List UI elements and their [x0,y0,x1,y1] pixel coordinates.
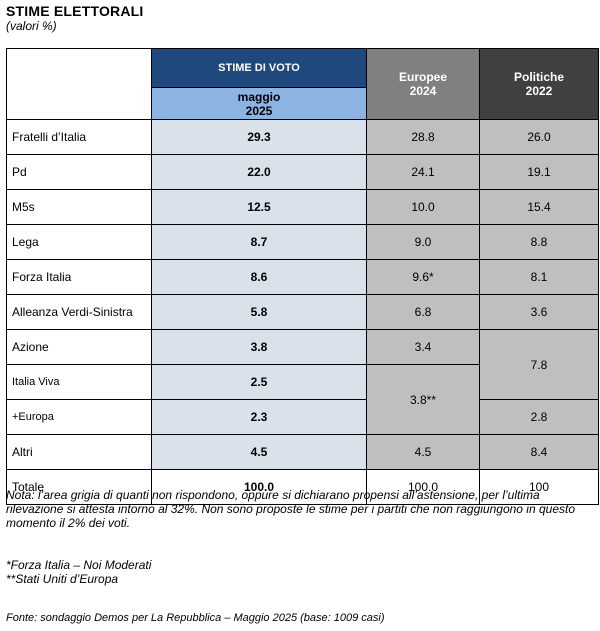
party-name: Lega [6,224,152,260]
estimate-value: 5.8 [151,294,367,330]
source-text: Fonte: sondaggio Demos per La Repubblica… [6,612,385,624]
politiche-value: 26.0 [479,119,599,155]
party-name: Forza Italia [6,259,152,295]
header-stime-di-voto: STIME DI VOTO [151,48,367,88]
party-name: M5s [6,189,152,225]
europee-value: 9.0 [366,224,480,260]
politiche-value: 19.1 [479,154,599,190]
europee-value: 24.1 [366,154,480,190]
party-name: Pd [6,154,152,190]
politiche-value: 15.4 [479,189,599,225]
page-subtitle: (valori %) [6,19,57,33]
europee-value: 3.4 [366,329,480,365]
estimates-table: STIME DI VOTO Europee 2024 Politiche 202… [6,48,599,505]
table-row: Pd 22.0 24.1 19.1 [6,154,599,190]
table-row: Fratelli d’Italia 29.3 28.8 26.0 [6,119,599,155]
europee-value: 4.5 [366,434,480,470]
total-estimate-value: 100.0 [151,469,367,505]
party-name: Azione [6,329,152,365]
estimate-value: 22.0 [151,154,367,190]
footnote-stati-uniti: **Stati Uniti d’Europa [6,572,119,586]
party-name: Italia Viva [6,364,152,400]
estimate-value: 2.5 [151,364,367,400]
table-row: Forza Italia 8.6 9.6* 8.1 [6,259,599,295]
party-name: Fratelli d’Italia [6,119,152,155]
header-maggio-year: 2025 [245,103,273,118]
estimate-value: 29.3 [151,119,367,155]
party-name: Altri [6,434,152,470]
header-europee-label: Europee [398,70,447,84]
total-row: Totale 100.0 100.0 100 [6,469,599,505]
politiche-value: 3.6 [479,294,599,330]
europee-value-merged: 3.8** [366,364,480,435]
table-row: +Europa 2.3 2.8 [6,399,599,435]
politiche-value-merged: 7.8 [479,329,599,400]
header-europee-2024: Europee 2024 [366,48,480,120]
politiche-value: 8.1 [479,259,599,295]
estimate-value: 3.8 [151,329,367,365]
header-blank-cell [6,48,152,120]
table-row: M5s 12.5 10.0 15.4 [6,189,599,225]
politiche-value: 2.8 [479,399,599,435]
table-row: Italia Viva 2.5 3.8** [6,364,599,435]
estimate-value: 2.3 [151,399,367,435]
table-row: Alleanza Verdi-Sinistra 5.8 6.8 3.6 [6,294,599,330]
estimate-value: 4.5 [151,434,367,470]
politiche-value: 8.8 [479,224,599,260]
header-maggio-2025: maggio 2025 [151,87,367,120]
header-politiche-2022: Politiche 2022 [479,48,599,120]
estimate-value: 8.6 [151,259,367,295]
header-politiche-year: 2022 [525,84,553,98]
europee-value: 10.0 [366,189,480,225]
header-politiche-label: Politiche [513,70,564,84]
note-text: Nota: l’area grigia di quanti non rispon… [6,488,576,530]
party-name: +Europa [6,399,152,435]
estimate-value: 8.7 [151,224,367,260]
header-europee-year: 2024 [409,84,437,98]
table-row: Lega 8.7 9.0 8.8 [6,224,599,260]
party-name: Alleanza Verdi-Sinistra [6,294,152,330]
europee-value: 6.8 [366,294,480,330]
total-label: Totale [6,469,152,505]
total-europee-value: 100.0 [366,469,480,505]
table-row: Altri 4.5 4.5 8.4 [6,434,599,470]
politiche-value: 8.4 [479,434,599,470]
page-title: STIME ELETTORALI [6,3,144,19]
footnote-forza-italia: *Forza Italia – Noi Moderati [6,558,152,572]
total-politiche-value: 100 [479,469,599,505]
header-maggio-label: maggio [237,89,281,104]
estimate-value: 12.5 [151,189,367,225]
europee-value: 28.8 [366,119,480,155]
europee-value: 9.6* [366,259,480,295]
table-row: Azione 3.8 3.4 7.8 [6,329,599,400]
